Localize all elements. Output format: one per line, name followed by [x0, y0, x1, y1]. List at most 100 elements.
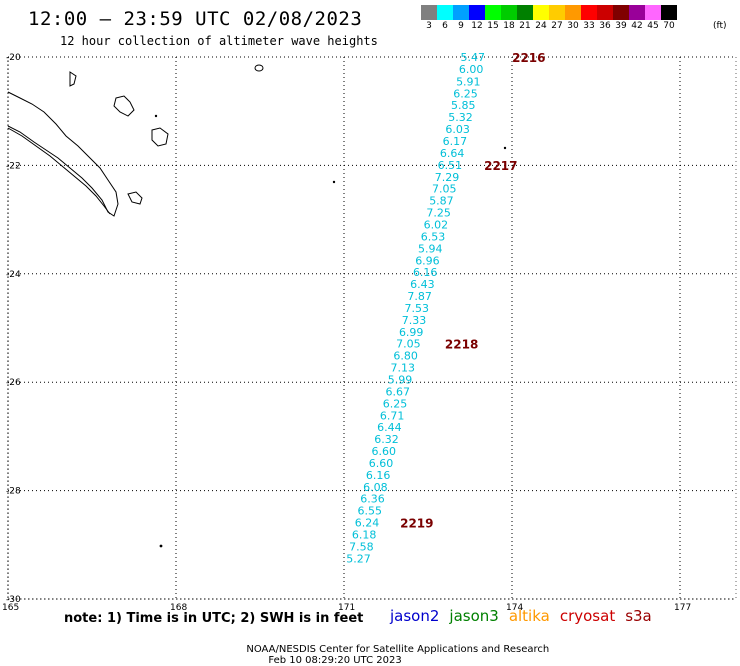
wave-height-label: 5.32 — [448, 111, 473, 124]
wave-height-label: 5.94 — [418, 242, 443, 255]
colorbar-swatch — [453, 5, 469, 20]
wave-height-label: 6.00 — [459, 63, 484, 76]
colorbar-swatch — [485, 5, 501, 20]
wave-height-label: 7.58 — [349, 540, 374, 553]
satellite-legend-item: altika — [508, 607, 550, 625]
wave-height-label: 6.43 — [410, 278, 435, 291]
lon-label: 168 — [170, 603, 187, 613]
colorbar-swatch — [421, 5, 437, 20]
colorbar-label: 30 — [567, 21, 579, 31]
colorbar-unit: (ft) — [713, 21, 727, 31]
wave-height-label: 5.47 — [461, 51, 486, 64]
colorbar-label: 24 — [535, 21, 547, 31]
wave-height-label: 6.25 — [453, 87, 478, 100]
colorbar-label: 3 — [426, 21, 432, 31]
isle-of-pines — [127, 191, 143, 205]
new-caledonia-coast — [7, 91, 119, 217]
wave-height-label: 7.25 — [426, 207, 451, 220]
wave-height-label: 6.18 — [352, 529, 377, 542]
walpole-island — [254, 64, 264, 72]
colorbar-swatch — [661, 5, 677, 20]
map-grid — [7, 56, 737, 600]
colorbar-swatch — [629, 5, 645, 20]
map-subtitle: 12 hour collection of altimeter wave hei… — [60, 34, 378, 48]
lon-label: 171 — [338, 603, 355, 613]
satellite-legend-item: cryosat — [559, 607, 616, 625]
wave-height-label: 5.99 — [388, 373, 413, 386]
lon-label: 177 — [674, 603, 691, 613]
lat-label: -22 — [6, 161, 21, 171]
time-labels: 2216 2217 2218 2219 — [400, 51, 545, 531]
wave-height-label: 6.99 — [399, 326, 424, 339]
colorbar-swatch — [469, 5, 485, 20]
lat-label: -24 — [6, 270, 21, 280]
time-label: 2217 — [484, 159, 517, 173]
lat-label: -28 — [6, 487, 21, 497]
wave-height-label: 6.44 — [377, 421, 402, 434]
wave-height-label: 5.87 — [429, 195, 454, 208]
wave-height-label: 6.55 — [358, 505, 383, 518]
wave-height-label: 7.05 — [396, 338, 421, 351]
colorbar-label: 70 — [663, 21, 675, 31]
colorbar-label: 45 — [647, 21, 659, 31]
colorbar-label: 15 — [487, 21, 499, 31]
wave-height-label: 5.27 — [346, 552, 371, 565]
wave-height-label: 7.13 — [391, 362, 416, 375]
time-label: 2219 — [400, 517, 433, 531]
wave-height-label: 7.05 — [432, 183, 457, 196]
colorbar-swatch — [581, 5, 597, 20]
colorbar-label: 33 — [583, 21, 595, 31]
wave-height-label: 6.16 — [413, 266, 438, 279]
colorbar-swatch — [501, 5, 517, 20]
colorbar-label: 27 — [551, 21, 563, 31]
colorbar-label: 6 — [442, 21, 448, 31]
wave-height-label: 6.16 — [366, 469, 391, 482]
wave-height-label: 7.87 — [407, 290, 432, 303]
wave-height-label: 5.91 — [456, 75, 481, 88]
wave-height-label: 6.32 — [374, 433, 399, 446]
wave-height-label: 6.60 — [369, 457, 394, 470]
satellite-legend-item: jason3 — [449, 607, 499, 625]
time-label: 2218 — [445, 338, 478, 352]
time-label: 2216 — [512, 51, 545, 65]
wave-height-label: 6.71 — [380, 409, 405, 422]
map-title: 12:00 – 23:59 UTC 02/08/2023 — [28, 8, 363, 30]
lon-label: 165 — [2, 603, 19, 613]
map-frame — [7, 56, 737, 600]
wave-height-label: 6.60 — [372, 445, 397, 458]
lat-label: -20 — [6, 53, 21, 63]
colorbar-swatch — [549, 5, 565, 20]
wave-height-label: 7.53 — [405, 302, 430, 315]
colorbar-swatch — [533, 5, 549, 20]
colorbar-swatch — [597, 5, 613, 20]
colorbar-swatch — [517, 5, 533, 20]
wave-height-label: 6.80 — [393, 350, 418, 363]
satellite-legend-item: jason2 — [390, 607, 440, 625]
note-text: note: 1) Time is in UTC; 2) SWH is in fe… — [64, 611, 364, 626]
observation-track: 5.476.005.916.255.855.326.036.176.646.51… — [346, 51, 485, 565]
colorbar-label: 36 — [599, 21, 611, 31]
loyalty-island-mare — [151, 127, 169, 147]
colorbar-swatch — [437, 5, 453, 20]
colorbar-swatch — [645, 5, 661, 20]
coastline — [7, 64, 264, 217]
colorbar-label: 39 — [615, 21, 627, 31]
loyalty-island-lifou — [113, 95, 135, 117]
wave-height-label: 6.17 — [443, 135, 468, 148]
wave-height-label: 6.96 — [415, 254, 440, 267]
colorbar-labels: 3 6 9 12 15 18 21 24 27 30 33 36 39 42 45 70 — [421, 21, 677, 31]
satellite-legend-item: s3a — [625, 607, 652, 625]
colorbar-label: 21 — [519, 21, 531, 31]
wave-height-label: 5.85 — [451, 99, 476, 112]
wave-height-label: 6.36 — [360, 493, 385, 506]
wave-height-label: 6.25 — [383, 397, 408, 410]
reef-dots — [154, 114, 507, 548]
wave-height-label: 6.51 — [438, 159, 463, 172]
colorbar-label: 42 — [631, 21, 643, 31]
wave-height-label: 7.33 — [402, 314, 427, 327]
wave-height-label: 6.67 — [386, 385, 411, 398]
wave-height-label: 6.64 — [440, 147, 465, 160]
satellite-legend: jason2 jason3 altika cryosat s3a — [390, 607, 662, 625]
